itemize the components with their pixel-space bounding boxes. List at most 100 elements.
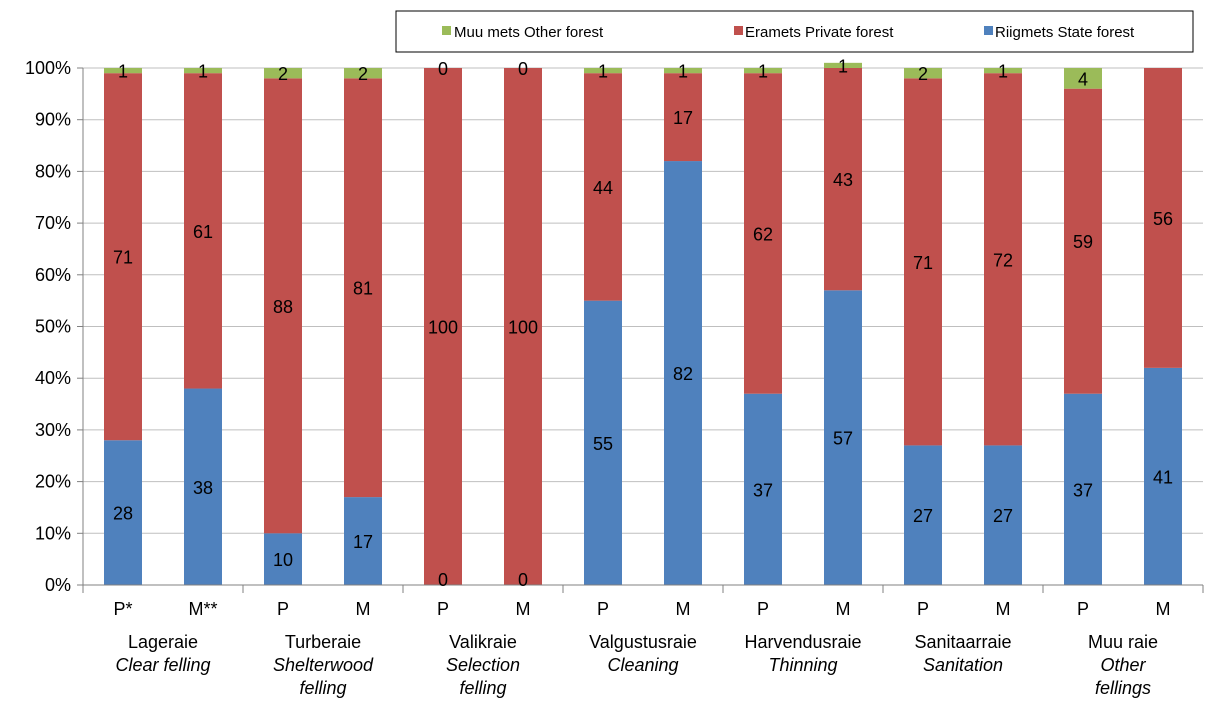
y-tick-label: 10%: [35, 523, 71, 543]
bar-segment: [104, 68, 142, 74]
data-label: 1: [118, 62, 128, 82]
y-tick-label: 100%: [25, 58, 71, 78]
y-tick-label: 20%: [35, 472, 71, 492]
x-group-label-en: Shelterwood: [273, 655, 374, 675]
x-group-label-en: felling: [299, 678, 346, 698]
bar-segment: [344, 68, 382, 79]
x-group-label: Muu raie: [1088, 632, 1158, 652]
bar-segment: [184, 73, 222, 389]
data-label: 72: [993, 250, 1013, 270]
y-tick-label: 90%: [35, 110, 71, 130]
data-label: 2: [918, 64, 928, 84]
x-category-label: M: [356, 599, 371, 619]
x-category-label: P*: [113, 599, 132, 619]
data-label: 43: [833, 170, 853, 190]
x-category-label: P: [437, 599, 449, 619]
data-label: 82: [673, 364, 693, 384]
data-label: 57: [833, 429, 853, 449]
x-group-label-en: felling: [459, 678, 506, 698]
x-group-label: Valgustusraie: [589, 632, 697, 652]
bar-segment: [904, 68, 942, 79]
bar-segment: [664, 73, 702, 162]
data-label: 59: [1073, 232, 1093, 252]
legend-swatch-other-forest: [442, 26, 451, 35]
x-category-label: P: [277, 599, 289, 619]
data-label: 17: [673, 108, 693, 128]
bar-segment: [1144, 68, 1182, 368]
data-label: 71: [113, 248, 133, 268]
bar-segment: [184, 388, 222, 585]
data-label: 37: [1073, 480, 1093, 500]
bar-segment: [424, 68, 462, 585]
legend-label-private-forest: Eramets Private forest: [745, 24, 894, 41]
data-label: 41: [1153, 467, 1173, 487]
y-tick-label: 80%: [35, 161, 71, 181]
bar-segment: [904, 78, 942, 446]
data-label: 0: [518, 59, 528, 79]
bar-segment: [584, 300, 622, 585]
bar-segment: [984, 73, 1022, 446]
y-tick-label: 40%: [35, 368, 71, 388]
x-group-label: Turberaie: [285, 632, 361, 652]
data-label: 2: [278, 64, 288, 84]
x-category-label: M: [516, 599, 531, 619]
data-label: 1: [598, 62, 608, 82]
x-category-label: M: [996, 599, 1011, 619]
bar-segment: [824, 68, 862, 291]
data-label: 100: [428, 318, 458, 338]
x-group-label-en: Other: [1100, 655, 1146, 675]
x-category-label: P: [757, 599, 769, 619]
x-group-label: Lageraie: [128, 632, 198, 652]
data-label: 44: [593, 178, 613, 198]
bar-segment: [664, 161, 702, 585]
x-category-label: M: [676, 599, 691, 619]
data-label: 0: [438, 59, 448, 79]
y-tick-label: 70%: [35, 213, 71, 233]
bar-segment: [344, 497, 382, 585]
bar-segment: [1144, 367, 1182, 585]
legend-swatch-private-forest: [734, 26, 743, 35]
bar-segment: [104, 440, 142, 585]
data-label: 1: [198, 62, 208, 82]
data-label: 100: [508, 318, 538, 338]
bar-segment: [1064, 393, 1102, 585]
bar-segment: [1064, 88, 1102, 394]
data-label: 56: [1153, 209, 1173, 229]
x-category-label: P: [917, 599, 929, 619]
data-label: 38: [193, 478, 213, 498]
bar-segment: [984, 68, 1022, 74]
x-group-label-en: fellings: [1095, 678, 1151, 698]
bar-segment: [104, 73, 142, 441]
data-label: 61: [193, 222, 213, 242]
bar-segment: [584, 68, 622, 74]
x-group-label: Valikraie: [449, 632, 517, 652]
data-label: 81: [353, 279, 373, 299]
bar-segment: [744, 393, 782, 585]
bar-segment: [344, 78, 382, 498]
legend: Muu mets Other forest Eramets Private fo…: [395, 10, 1194, 53]
bar-segment: [264, 68, 302, 79]
bar-segment: [904, 445, 942, 585]
data-label: 1: [838, 56, 848, 76]
x-category-label: P: [1077, 599, 1089, 619]
x-group-label: Harvendusraie: [744, 632, 861, 652]
data-label: 2: [358, 64, 368, 84]
x-group-label-en: Selection: [446, 655, 520, 675]
legend-label-other-forest: Muu mets Other forest: [454, 24, 604, 41]
data-label: 88: [273, 297, 293, 317]
data-label: 27: [993, 506, 1013, 526]
bar-segment: [984, 445, 1022, 585]
legend-swatch-state-forest: [984, 26, 993, 35]
axes: [77, 67, 1204, 593]
bar-segment: [824, 290, 862, 585]
x-group-label-en: Cleaning: [607, 655, 678, 675]
bar-segment: [744, 73, 782, 394]
x-group-label-en: Thinning: [768, 655, 837, 675]
legend-label-state-forest: Riigmets State forest: [995, 24, 1135, 41]
bar-segment: [744, 68, 782, 74]
data-label: 10: [273, 550, 293, 570]
y-axis-labels: 0% 10% 20% 30% 40% 50% 60% 70% 80% 90% 100%: [25, 58, 71, 595]
data-label: 0: [518, 570, 528, 590]
data-label: 55: [593, 434, 613, 454]
